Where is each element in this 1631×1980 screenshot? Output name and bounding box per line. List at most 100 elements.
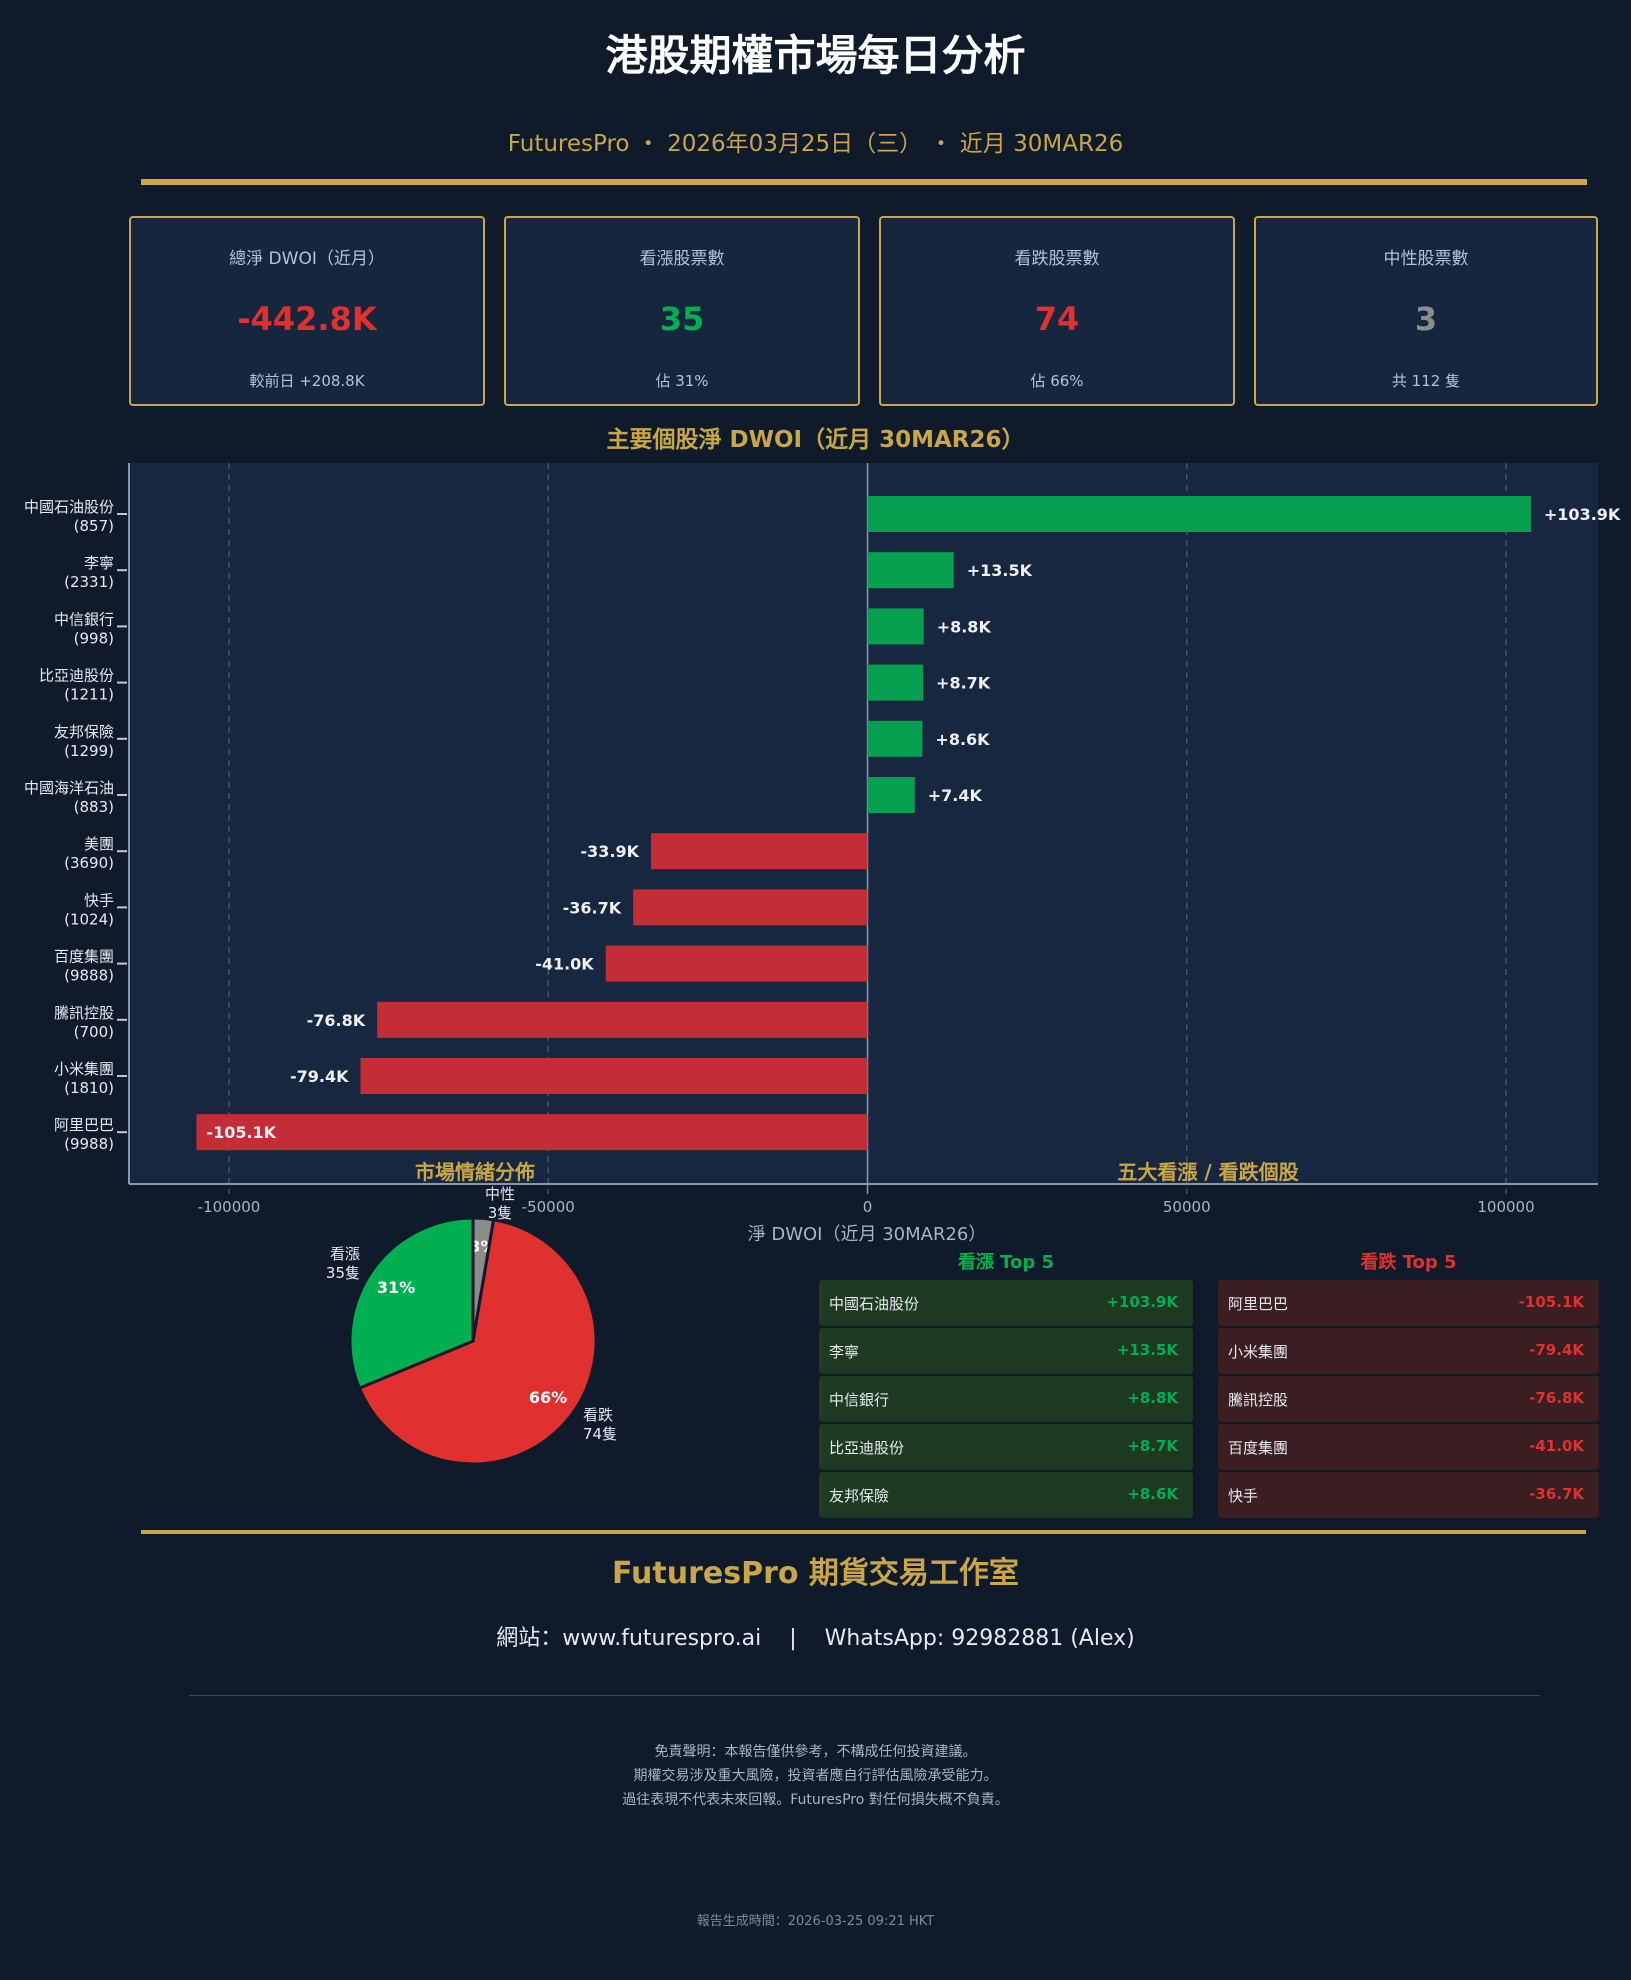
bar <box>360 1058 868 1094</box>
bar-value-label: +8.8K <box>937 617 992 636</box>
y-tick-name: 騰訊控股 <box>54 1004 114 1022</box>
x-tick-label: 50000 <box>1163 1198 1211 1216</box>
disclaimer-line: 過往表現不代表未來回報。FuturesPro 對任何損失概不負責。 <box>622 1792 1009 1808</box>
kpi-value: 35 <box>659 300 705 338</box>
bar <box>633 889 868 926</box>
pie-slice-count: 3隻 <box>488 1204 513 1222</box>
bar <box>867 608 924 645</box>
bull-top5-table: 看漲 Top 5 中國石油股份 +103.9K 李寧 +13.5K 中信銀行 +8.8K 比… <box>819 1250 1193 1520</box>
bar <box>605 945 868 982</box>
disclaimer-line: 免責聲明：本報告僅供參考，不構成任何投資建議。 <box>654 1744 977 1760</box>
y-tick-name: 友邦保險 <box>54 723 114 741</box>
x-tick-label: 100000 <box>1477 1198 1534 1216</box>
kpi-sub: 佔 31% <box>655 372 709 390</box>
stock-value: +8.6K <box>1127 1485 1178 1503</box>
y-tick-name: 中國石油股份 <box>24 498 114 516</box>
bar <box>867 777 915 813</box>
bar <box>867 552 954 589</box>
pie-slice-percent: 66% <box>529 1388 567 1407</box>
stock-value: +8.7K <box>1127 1437 1178 1455</box>
table-row: 中信銀行 +8.8K <box>819 1376 1193 1422</box>
pie-slice-name: 看漲 <box>330 1245 360 1263</box>
stock-name: 中信銀行 <box>829 1391 890 1409</box>
bar-value-label: +103.9K <box>1544 505 1621 524</box>
generated-time: 報告生成時間：2026-03-25 09:21 HKT <box>696 1914 935 1929</box>
page-title: 港股期權市場每日分析 <box>605 31 1026 80</box>
y-tick-code: (700) <box>74 1023 114 1041</box>
pie-slice-count: 35隻 <box>326 1264 360 1282</box>
table-row: 百度集團 -41.0K <box>1218 1424 1599 1470</box>
y-tick-code: (1024) <box>64 910 114 928</box>
stock-name: 快手 <box>1228 1487 1259 1505</box>
pie-slice <box>357 1218 598 1466</box>
stock-value: -36.7K <box>1529 1485 1584 1503</box>
bar-value-label: -41.0K <box>535 955 594 974</box>
stock-name: 小米集團 <box>1228 1343 1289 1361</box>
bar-value-label: -76.8K <box>307 1011 366 1030</box>
y-tick-name: 小米集團 <box>54 1060 114 1078</box>
bar-value-label: +8.7K <box>936 674 991 693</box>
kpi-value: -442.8K <box>237 300 377 338</box>
bar-value-label: -79.4K <box>290 1067 349 1086</box>
stock-name: 李寧 <box>829 1343 860 1361</box>
y-tick-code: (9888) <box>64 967 114 985</box>
stock-value: -76.8K <box>1529 1389 1584 1407</box>
bar-value-label: -36.7K <box>563 898 622 917</box>
kpi-sub: 共 112 隻 <box>1391 372 1461 390</box>
stock-value: -105.1K <box>1518 1293 1584 1311</box>
x-axis-label: 淨 DWOI（近月 30MAR26） <box>748 1224 987 1245</box>
y-tick-code: (3690) <box>64 854 114 872</box>
bar-value-label: +13.5K <box>967 561 1033 580</box>
top5-section-title: 五大看漲 / 看跌個股 <box>1117 1160 1299 1184</box>
pie-slice-percent: 31% <box>377 1278 415 1297</box>
pie-section-title: 市場情緒分佈 <box>415 1160 535 1184</box>
bar <box>651 833 868 870</box>
kpi-value: 74 <box>1034 300 1080 338</box>
table-row: 李寧 +13.5K <box>819 1328 1193 1374</box>
bar <box>377 1001 868 1038</box>
x-tick-label: 0 <box>863 1198 873 1216</box>
stock-value: +8.8K <box>1127 1389 1178 1407</box>
kpi-label: 中性股票數 <box>1383 249 1469 269</box>
kpi-value: 3 <box>1414 300 1438 338</box>
bull-top5-header: 看漲 Top 5 <box>957 1252 1055 1273</box>
table-row: 快手 -36.7K <box>1218 1472 1599 1518</box>
kpi-sub: 佔 66% <box>1030 372 1084 390</box>
bar <box>867 664 924 701</box>
y-tick-code: (857) <box>74 517 114 535</box>
kpi-label: 總淨 DWOI（近月） <box>229 249 385 269</box>
bar-value-label: -33.9K <box>581 842 640 861</box>
footer-divider <box>141 1530 1586 1534</box>
y-tick-code: (1299) <box>64 742 114 760</box>
stock-value: +103.9K <box>1106 1293 1178 1311</box>
kpi-label: 看跌股票數 <box>1014 249 1100 269</box>
stock-name: 比亞迪股份 <box>829 1439 905 1457</box>
bar <box>867 496 1531 532</box>
stock-name: 友邦保險 <box>829 1487 890 1505</box>
table-row: 阿里巴巴 -105.1K <box>1218 1280 1599 1326</box>
footer-thin-divider <box>189 1695 1540 1696</box>
y-tick-name: 阿里巴巴 <box>54 1116 114 1134</box>
bar <box>196 1114 868 1151</box>
kpi-card-bullish-count: 看漲股票數 35 佔 31% <box>504 216 860 406</box>
y-tick-code: (9988) <box>64 1135 114 1153</box>
y-tick-name: 美團 <box>84 835 114 853</box>
bear-top5-header: 看跌 Top 5 <box>1360 1252 1457 1273</box>
y-tick-name: 中國海洋石油 <box>24 779 114 797</box>
y-tick-code: (883) <box>74 798 114 816</box>
y-tick-name: 中信銀行 <box>54 610 114 628</box>
stock-name: 中國石油股份 <box>829 1295 920 1313</box>
y-tick-name: 百度集團 <box>54 948 114 966</box>
pie-slice-name: 看跌 <box>583 1406 613 1424</box>
stock-value: -41.0K <box>1529 1437 1584 1455</box>
y-tick-code: (1810) <box>64 1079 114 1097</box>
table-row: 友邦保險 +8.6K <box>819 1472 1193 1518</box>
table-row: 小米集團 -79.4K <box>1218 1328 1599 1374</box>
bar-value-label: +7.4K <box>928 786 983 805</box>
stock-name: 阿里巴巴 <box>1228 1295 1289 1313</box>
kpi-label: 看漲股票數 <box>639 249 725 269</box>
pie-slice-count: 74隻 <box>583 1425 617 1443</box>
pie-slice-name: 中性 <box>485 1185 515 1203</box>
page-subtitle: FuturesPro ・ 2026年03月25日（三） ・ 近月 30MAR26 <box>507 131 1124 157</box>
y-tick-code: (2331) <box>64 573 114 591</box>
